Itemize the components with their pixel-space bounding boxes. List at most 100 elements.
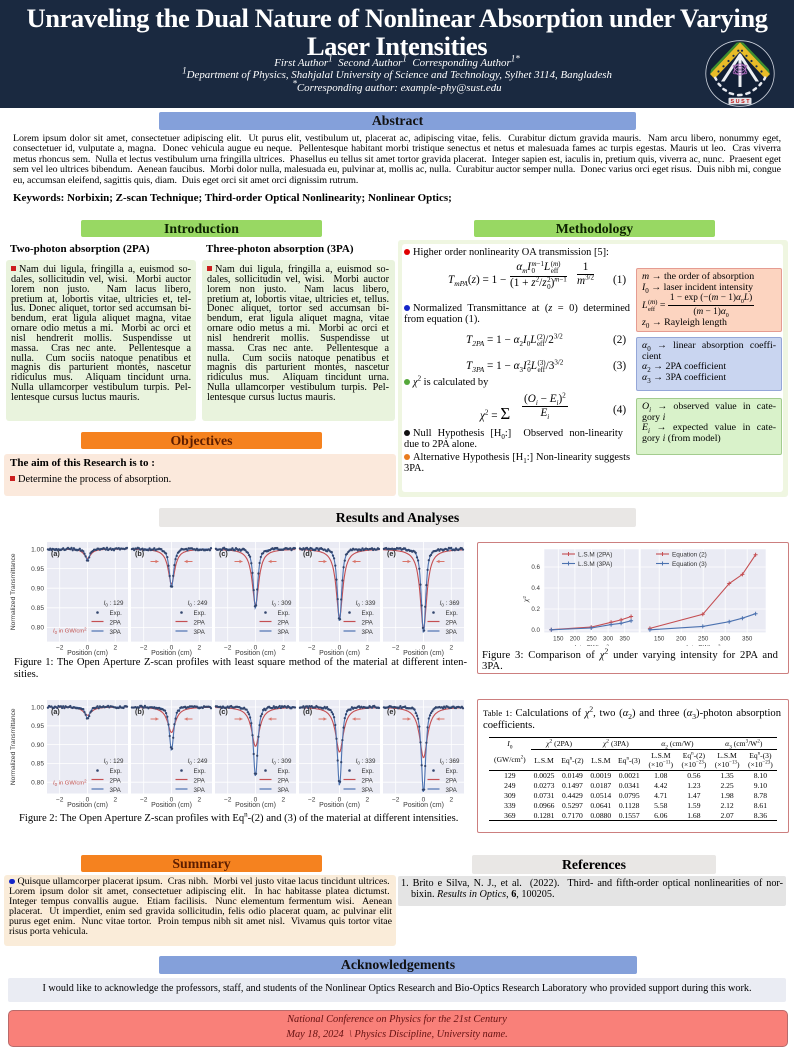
svg-text:2PA: 2PA [362, 620, 374, 627]
svg-text:1.00: 1.00 [31, 546, 44, 553]
svg-text:2: 2 [281, 644, 285, 651]
svg-text:0.6: 0.6 [531, 564, 540, 571]
svg-text:I0 in GW/cm2: I0 in GW/cm2 [53, 627, 87, 635]
svg-text:2: 2 [113, 644, 117, 651]
svg-text:Position (cm): Position (cm) [67, 802, 108, 809]
svg-text:(b): (b) [135, 549, 145, 558]
svg-text:I0 : 339: I0 : 339 [356, 758, 376, 766]
svg-text:0: 0 [422, 796, 426, 803]
svg-text:(c): (c) [219, 707, 228, 716]
svg-text:0.95: 0.95 [31, 566, 44, 573]
svg-text:I0 : 369: I0 : 369 [440, 758, 460, 766]
svg-text:L.S.M (2PA): L.S.M (2PA) [578, 551, 612, 558]
svg-text:2PA: 2PA [446, 778, 458, 785]
svg-text:I0 : 369: I0 : 369 [440, 600, 460, 608]
svg-text:Position (cm): Position (cm) [235, 802, 276, 809]
svg-text:2PA: 2PA [278, 620, 290, 627]
svg-text:Exp.: Exp. [110, 610, 123, 617]
svg-text:Position (cm): Position (cm) [151, 802, 192, 809]
svg-text:Exp.: Exp. [446, 768, 459, 775]
svg-text:0: 0 [338, 644, 342, 651]
svg-text:2: 2 [365, 796, 369, 803]
svg-text:0.4: 0.4 [531, 585, 540, 592]
svg-text:Exp.: Exp. [362, 610, 375, 617]
svg-text:200: 200 [676, 635, 687, 642]
svg-text:I0 : 309: I0 : 309 [272, 600, 292, 608]
svg-text:−2: −2 [392, 796, 400, 803]
svg-text:(d): (d) [303, 549, 313, 558]
svg-text:Equation (3): Equation (3) [672, 561, 707, 568]
svg-text:2: 2 [449, 644, 453, 651]
svg-text:χ2: χ2 [522, 596, 530, 604]
svg-text:Exp.: Exp. [194, 768, 207, 775]
svg-text:3PA: 3PA [446, 787, 458, 794]
svg-text:Position (cm): Position (cm) [151, 650, 192, 657]
svg-text:I0 : 249: I0 : 249 [188, 600, 208, 608]
svg-text:Position (cm): Position (cm) [403, 650, 444, 657]
svg-text:Position (cm): Position (cm) [319, 802, 360, 809]
svg-text:200: 200 [570, 635, 581, 642]
svg-text:0.90: 0.90 [31, 742, 44, 749]
svg-text:3PA: 3PA [278, 629, 290, 636]
svg-text:(e): (e) [387, 707, 396, 716]
svg-text:Position (cm): Position (cm) [235, 650, 276, 657]
svg-text:0.2: 0.2 [531, 606, 540, 613]
svg-text:−2: −2 [308, 644, 316, 651]
svg-text:2PA: 2PA [278, 778, 290, 785]
svg-text:I0 : 249: I0 : 249 [188, 758, 208, 766]
svg-text:−2: −2 [308, 796, 316, 803]
svg-text:−2: −2 [392, 644, 400, 651]
svg-text:Normalized Transmittance: Normalized Transmittance [10, 708, 17, 785]
svg-text:I0 in GW/cm2: I0 in GW/cm2 [574, 643, 609, 646]
svg-text:150: 150 [654, 635, 665, 642]
svg-text:Exp.: Exp. [362, 768, 375, 775]
svg-text:0: 0 [170, 644, 174, 651]
svg-text:(b): (b) [135, 707, 145, 716]
svg-text:350: 350 [620, 635, 631, 642]
svg-text:−2: −2 [140, 796, 148, 803]
svg-text:0.80: 0.80 [31, 625, 44, 632]
svg-text:300: 300 [720, 635, 731, 642]
svg-text:−2: −2 [224, 644, 232, 651]
svg-text:1.00: 1.00 [31, 704, 44, 711]
svg-text:2PA: 2PA [110, 778, 122, 785]
svg-text:Exp.: Exp. [110, 768, 123, 775]
svg-text:I0 : 129: I0 : 129 [104, 758, 124, 766]
svg-text:2PA: 2PA [446, 620, 458, 627]
svg-text:(c): (c) [219, 549, 228, 558]
svg-text:Exp.: Exp. [278, 768, 291, 775]
svg-text:Normalized Transmittance: Normalized Transmittance [10, 553, 17, 630]
svg-text:3PA: 3PA [194, 629, 206, 636]
svg-text:2PA: 2PA [194, 620, 206, 627]
svg-text:Position (cm): Position (cm) [403, 802, 444, 809]
svg-text:2: 2 [449, 796, 453, 803]
svg-text:(a): (a) [51, 549, 60, 558]
svg-text:0: 0 [338, 796, 342, 803]
svg-text:3PA: 3PA [362, 787, 374, 794]
svg-text:3PA: 3PA [194, 787, 206, 794]
svg-text:−2: −2 [140, 644, 148, 651]
svg-text:0: 0 [86, 644, 90, 651]
svg-text:(e): (e) [387, 549, 396, 558]
svg-text:0: 0 [422, 644, 426, 651]
svg-text:2PA: 2PA [194, 778, 206, 785]
svg-text:I0 in GW/cm2: I0 in GW/cm2 [53, 779, 87, 787]
svg-text:2: 2 [197, 796, 201, 803]
svg-text:0: 0 [86, 796, 90, 803]
svg-text:Position (cm): Position (cm) [67, 650, 108, 657]
svg-text:Position (cm): Position (cm) [319, 650, 360, 657]
svg-text:I0 in GW/cm2: I0 in GW/cm2 [686, 643, 721, 646]
svg-text:SUST: SUST [731, 99, 751, 105]
svg-text:0.95: 0.95 [31, 723, 44, 730]
svg-text:3PA: 3PA [278, 787, 290, 794]
svg-text:0: 0 [254, 796, 258, 803]
svg-text:0: 0 [170, 796, 174, 803]
svg-text:3PA: 3PA [110, 787, 122, 794]
svg-text:250: 250 [698, 635, 709, 642]
svg-text:I0 : 339: I0 : 339 [356, 600, 376, 608]
svg-text:2PA: 2PA [362, 778, 374, 785]
svg-text:250: 250 [586, 635, 597, 642]
svg-text:Exp.: Exp. [194, 610, 207, 617]
svg-text:I0 : 129: I0 : 129 [104, 600, 124, 608]
svg-text:L.S.M (3PA): L.S.M (3PA) [578, 561, 612, 568]
